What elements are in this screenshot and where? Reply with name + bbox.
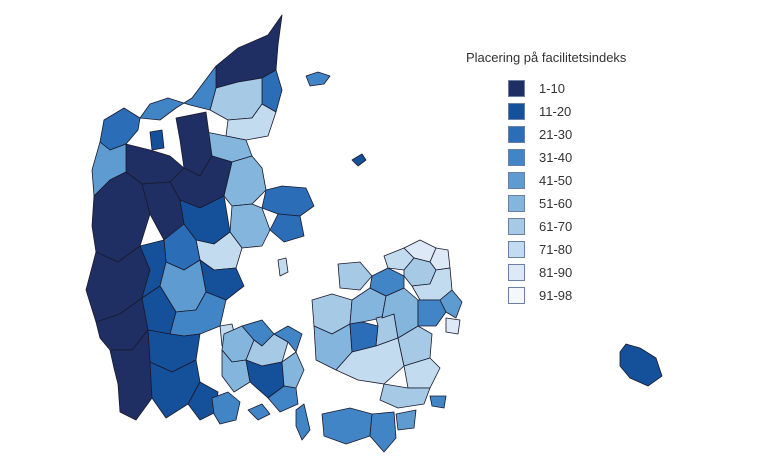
region-amager — [445, 317, 461, 335]
region-mon — [395, 409, 417, 431]
region-anholt — [351, 153, 367, 167]
legend-swatch — [508, 80, 525, 97]
legend-item: 11-20 — [508, 100, 666, 123]
region-mors — [149, 129, 165, 151]
region-norddjurs — [261, 185, 315, 217]
region-lolland — [321, 407, 373, 445]
legend-item: 61-70 — [508, 215, 666, 238]
map-legend: Placering på facilitetsindeks 1-10 11-20 2… — [466, 50, 666, 307]
region-svendborg — [267, 385, 299, 413]
legend-label: 41-50 — [539, 173, 573, 188]
legend-item: 21-30 — [508, 123, 666, 146]
legend-item: 51-60 — [508, 192, 666, 215]
region-langeland — [295, 403, 311, 441]
legend-label: 1-10 — [539, 81, 566, 96]
legend-item: 31-40 — [508, 146, 666, 169]
legend-label: 51-60 — [539, 196, 573, 211]
legend-swatch — [508, 172, 525, 189]
legend-swatch — [508, 264, 525, 281]
legend-label: 21-30 — [539, 127, 573, 142]
legend-swatch — [508, 103, 525, 120]
region-als — [211, 391, 241, 425]
legend-item: 41-50 — [508, 169, 666, 192]
legend-item: 81-90 — [508, 261, 666, 284]
legend-swatch — [508, 241, 525, 258]
region-nyborg — [281, 351, 305, 389]
legend-items: 1-10 11-20 21-30 31-40 41-50 51-60 61-70 71-80 8… — [466, 77, 666, 307]
region-copenhagen-west — [417, 299, 447, 327]
legend-swatch — [508, 126, 525, 143]
legend-label: 11-20 — [539, 104, 572, 119]
region-laeso — [305, 71, 331, 87]
legend-item: 71-80 — [508, 238, 666, 261]
legend-item: 91-98 — [508, 284, 666, 307]
legend-title: Placering på facilitetsindeks — [466, 50, 627, 65]
region-syddjurs — [269, 213, 305, 243]
legend-label: 61-70 — [539, 219, 573, 234]
region-kerteminde — [273, 325, 303, 353]
legend-label: 71-80 — [539, 242, 573, 257]
region-ringkobing — [91, 171, 151, 263]
legend-swatch — [508, 287, 525, 304]
region-guldborgsund — [369, 411, 397, 453]
legend-label: 91-98 — [539, 288, 573, 303]
region-bornholm — [619, 343, 663, 387]
region-samso — [277, 257, 289, 277]
legend-label: 31-40 — [539, 150, 573, 165]
region-tonder — [109, 329, 153, 421]
region-vordingborg — [379, 383, 431, 409]
region-moen-east — [429, 395, 447, 409]
legend-swatch — [508, 195, 525, 212]
region-thy — [99, 107, 141, 151]
legend-swatch — [508, 149, 525, 166]
region-north-west — [139, 65, 217, 121]
region-odsherred — [337, 261, 373, 291]
region-randers — [223, 155, 267, 207]
region-copenhagen — [439, 289, 463, 319]
region-roskilde — [381, 287, 419, 339]
legend-swatch — [508, 218, 525, 235]
region-aero — [247, 403, 271, 421]
legend-item: 1-10 — [508, 77, 666, 100]
region-stevns — [403, 357, 441, 389]
region-naestved — [335, 337, 405, 385]
legend-label: 81-90 — [539, 265, 573, 280]
